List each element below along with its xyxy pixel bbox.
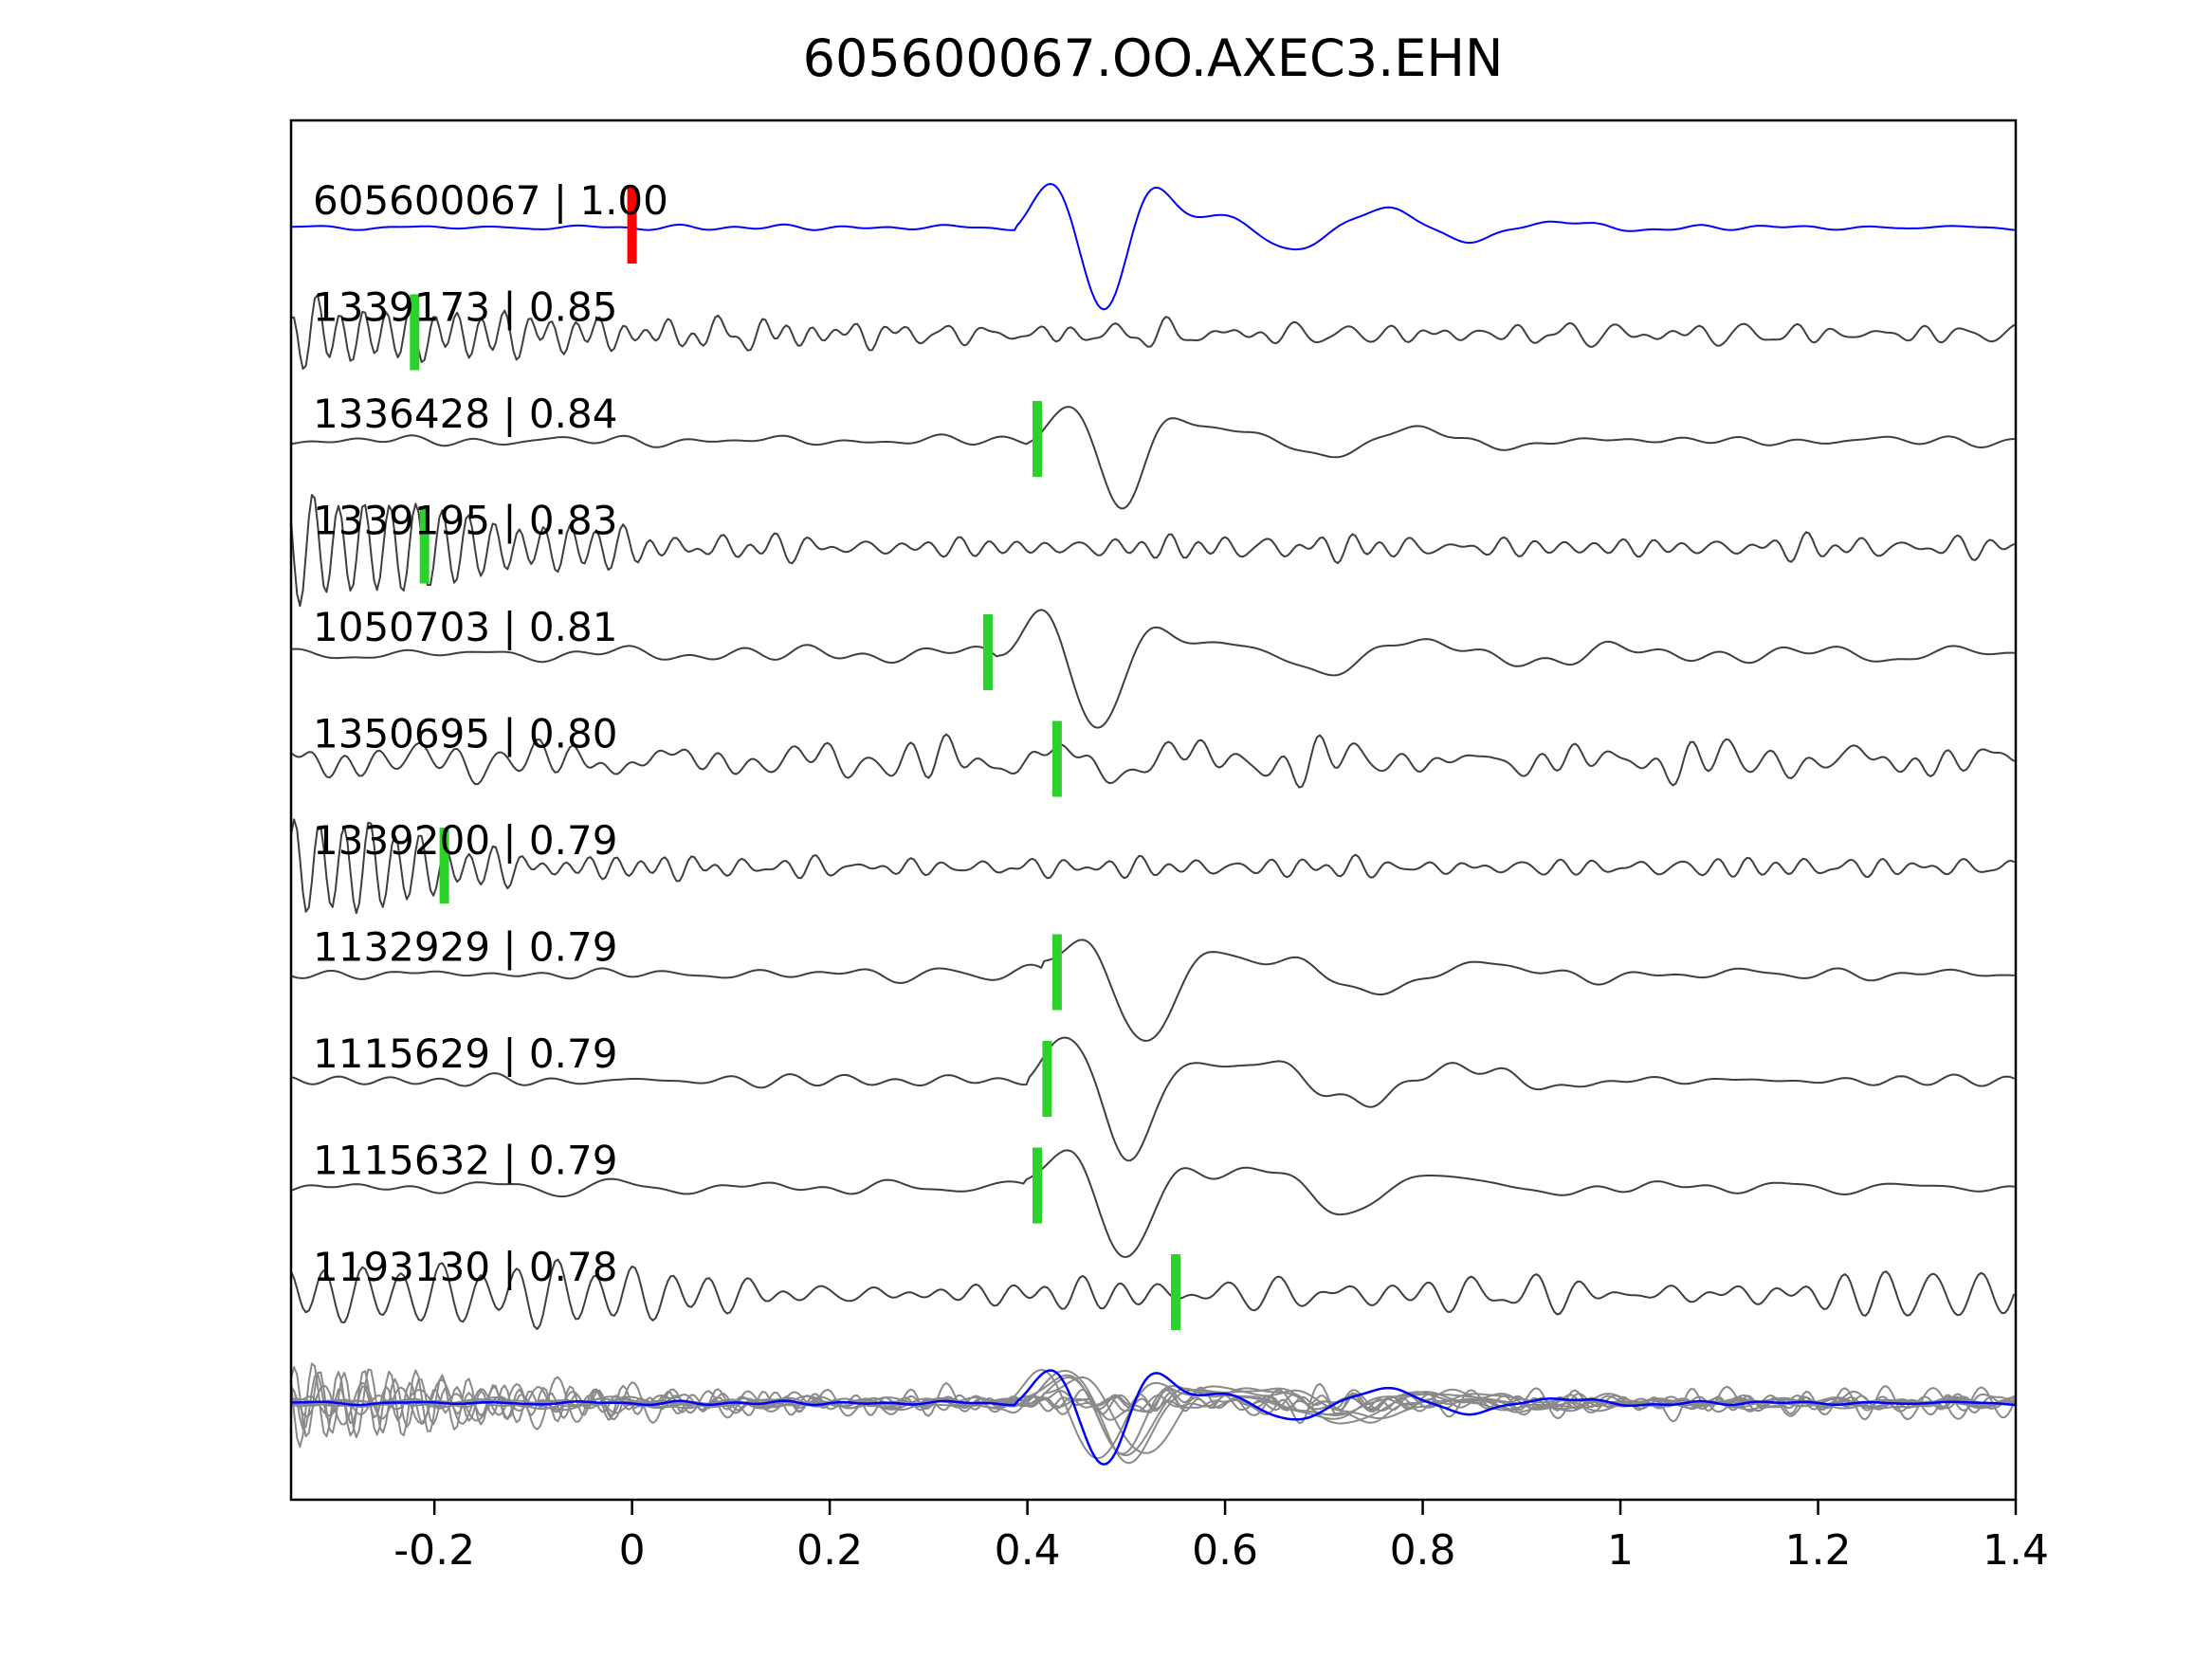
trace-label: 1336428 | 0.84 [313,391,617,437]
detection-waveform [291,406,2015,510]
overlay-detection-waveform [291,1374,2015,1457]
trace-label: 1339195 | 0.83 [313,498,617,544]
x-tick-label: 0 [619,1526,646,1575]
x-tick-label: 0.4 [995,1526,1061,1575]
x-tick-label: 0.8 [1390,1526,1456,1575]
trace-label: 1050703 | 0.81 [313,604,617,650]
axes-box [289,118,2018,1502]
x-tick-label: 1 [1607,1526,1634,1575]
overlay-detection-waveform [291,1369,2015,1460]
overlay-detection-waveform [291,1376,2015,1454]
detection-waveform [291,1258,2015,1330]
detection-waveform [291,818,2015,915]
trace-label: 1115632 | 0.79 [313,1138,617,1184]
x-tick-label: 0.6 [1192,1526,1258,1575]
detection-waveform [291,1036,2015,1162]
trace-label: 605600067 | 1.00 [313,177,668,224]
chart-title: 605600067.OO.AXEC3.EHN [803,28,1504,88]
x-tick-label: 1.2 [1785,1526,1852,1575]
trace-label: 1132929 | 0.79 [313,924,617,971]
x-tick-label: 0.2 [796,1526,863,1575]
detection-waveform [291,494,2015,608]
template-waveform [291,183,2015,311]
trace-label: 1115629 | 0.79 [313,1030,617,1077]
trace-label: 1339173 | 0.85 [313,284,617,331]
detection-waveform [291,939,2015,1042]
detection-waveform [291,1149,2015,1258]
x-tick-label: -0.2 [393,1526,475,1575]
overlay-template-waveform [291,1369,2016,1466]
x-tick-label: 1.4 [1983,1526,2049,1575]
detection-waveform [291,609,2015,729]
detection-waveform [291,294,2015,371]
detection-waveform [291,733,2015,789]
trace-label: 1350695 | 0.80 [313,711,617,757]
trace-label: 1339200 | 0.79 [313,817,617,864]
trace-label: 1193130 | 0.78 [313,1244,617,1290]
overlay-detection-waveform [291,1376,2015,1455]
overlay-detection-waveform [291,1376,2015,1431]
